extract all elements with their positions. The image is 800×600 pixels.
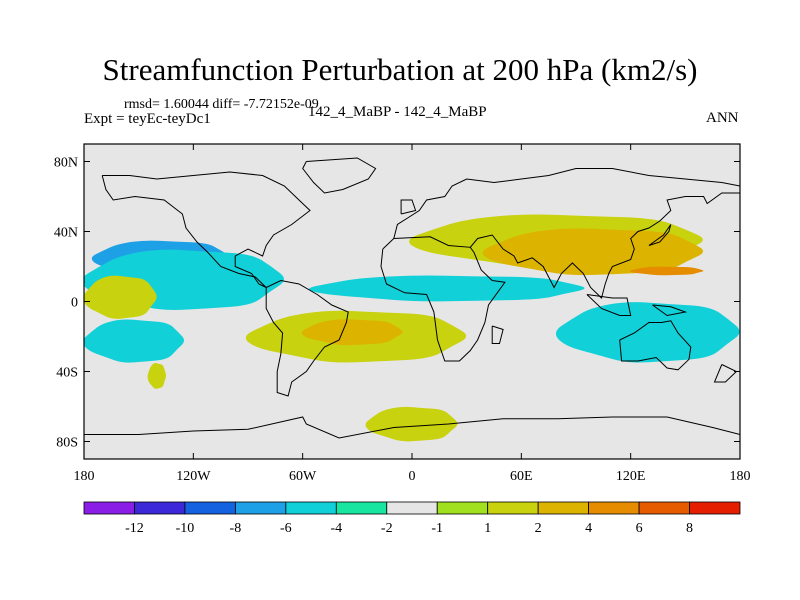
colorbar-label: 2 (535, 521, 542, 536)
coastline-segment-4 (393, 168, 741, 239)
coastline-segment-0 (101, 171, 311, 288)
contour-region-10 (629, 266, 704, 276)
colorbar-label: -6 (280, 521, 292, 536)
x-tick-label: 0 (409, 469, 416, 484)
coastline-segment-9 (648, 224, 672, 246)
coastline-segment-8 (400, 199, 417, 215)
coastline-segment-5 (469, 192, 740, 299)
contour-region-12 (365, 406, 458, 442)
x-tick-label: 120E (616, 469, 646, 484)
colorbar-swatch-8 (487, 501, 539, 515)
coastline-segment-6 (619, 320, 692, 371)
colorbar: -12 -10 -8 -6 -4 -2 -1 1 2 4 6 8 (83, 501, 741, 536)
colorbar-swatch-5 (335, 501, 388, 515)
y-tick-label: 0 (71, 296, 78, 311)
colorbar-swatch-2 (184, 501, 236, 515)
season-label: ANN (706, 110, 739, 126)
colorbar-label: -8 (230, 521, 242, 536)
coastline-segment-11 (713, 364, 738, 383)
colorbar-swatch-11 (638, 501, 690, 515)
chart-title: Streamfunction Perturbation at 200 hPa (… (102, 52, 698, 87)
coastline-segment-13 (652, 304, 688, 317)
contour-region-11 (555, 302, 740, 363)
coastline-layer (84, 157, 741, 439)
y-tick-label: 40S (56, 366, 78, 381)
colorbar-label: 4 (585, 521, 592, 536)
y-tick-label: 80N (54, 156, 78, 171)
colorbar-swatch-10 (588, 501, 640, 515)
colorbar-label: 6 (636, 521, 643, 536)
colorbar-label: -12 (125, 521, 144, 536)
x-tick-label: 120W (176, 469, 211, 484)
y-tick-label: 40N (54, 226, 78, 241)
contour-fill-layer (84, 214, 740, 442)
colorbar-label: 1 (484, 521, 491, 536)
coastline-segment-1 (302, 157, 377, 194)
case-label: 142_4_MaBP - 142_4_MaBP (308, 104, 487, 120)
colorbar-label: -4 (330, 521, 342, 536)
axis-layer: 180 120W 60W 0 60E 120E 180 80N 40N 0 40S 80S (54, 144, 751, 484)
colorbar-label: 8 (686, 521, 693, 536)
contour-region-4 (84, 275, 157, 319)
contour-region-6 (301, 319, 403, 346)
contour-region-13 (147, 363, 166, 389)
colorbar-swatch-9 (537, 501, 590, 515)
contour-region-7 (309, 275, 585, 302)
colorbar-swatch-1 (134, 501, 186, 515)
coastline-segment-2 (265, 279, 349, 397)
colorbar-label: -2 (381, 521, 393, 536)
colorbar-swatch-0 (83, 501, 135, 515)
x-tick-label: 180 (730, 469, 751, 484)
coastline-segment-7 (84, 416, 741, 439)
colorbar-swatch-7 (436, 501, 489, 515)
coastline-segment-3 (380, 236, 506, 362)
colorbar-swatch-3 (234, 501, 287, 515)
x-tick-label: 180 (74, 469, 95, 484)
colorbar-label: -1 (431, 521, 443, 536)
experiment-label: Expt = teyEc-teyDc1 (84, 111, 211, 127)
colorbar-swatch-12 (689, 501, 741, 515)
coastline-segment-10 (491, 325, 504, 344)
colorbar-swatch-6 (386, 501, 438, 515)
colorbar-swatch-4 (285, 501, 337, 515)
contour-region-9 (482, 228, 704, 276)
stats-label: rmsd= 1.60044 diff= -7.72152e-09 (124, 97, 319, 112)
y-tick-label: 80S (56, 436, 78, 451)
coastline-segment-12 (586, 294, 632, 316)
colorbar-label: -10 (176, 521, 195, 536)
x-tick-label: 60W (289, 469, 317, 484)
contour-region-3 (84, 319, 184, 363)
x-tick-label: 60E (510, 469, 533, 484)
